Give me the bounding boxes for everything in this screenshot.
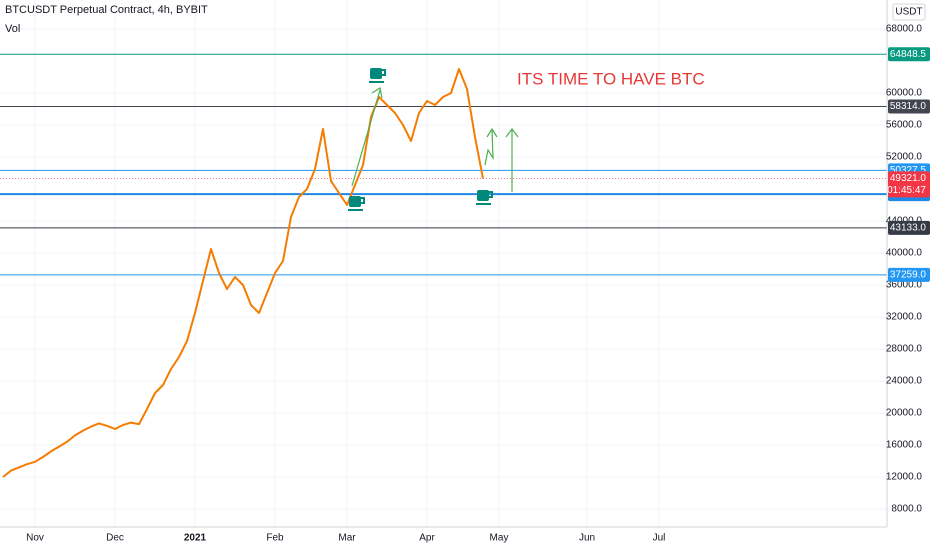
level-label: 64848.5: [890, 49, 927, 60]
countdown-label: 01:45:47: [887, 185, 926, 196]
arrow-zigzag: [484, 129, 494, 166]
currency-box: [892, 3, 926, 21]
arrow-head: [371, 87, 383, 99]
chart-title: BTCUSDT Perpetual Contract, 4h, BYBIT: [5, 4, 208, 16]
level-label-box: [888, 47, 930, 62]
arrows: [351, 87, 519, 192]
arrow-up: [351, 89, 381, 187]
cup-icons: [348, 68, 493, 211]
y-tick-label: 28000.0: [886, 344, 923, 355]
cup-icon: [369, 68, 386, 83]
level-label: 43133.0: [890, 223, 927, 234]
currency-label: USDT: [895, 7, 922, 18]
annotation: ITS TIME TO HAVE BTC: [517, 69, 705, 88]
y-tick-label: 8000.0: [891, 504, 922, 515]
price-line: [2, 68, 484, 478]
x-tick-label: 2021: [184, 533, 207, 544]
y-tick-label: 12000.0: [886, 472, 923, 483]
x-tick-label: Jul: [653, 533, 666, 544]
current-price-label: 49321.0: [890, 173, 927, 184]
level-label: 50327.5: [890, 165, 927, 176]
cup-icon: [348, 196, 365, 211]
arrow-head: [486, 127, 498, 138]
x-tick-label: Dec: [106, 533, 124, 544]
y-tick-label: 20000.0: [886, 408, 923, 419]
y-tick-label: 32000.0: [886, 312, 923, 323]
cup-icon: [476, 190, 493, 205]
current-price-box: [888, 171, 930, 198]
y-tick-label: 16000.0: [886, 440, 923, 451]
y-tick-label: 40000.0: [886, 248, 923, 259]
x-tick-label: Apr: [419, 533, 435, 544]
x-tick-label: Mar: [338, 533, 356, 544]
level-label-box: [888, 99, 930, 114]
x-tick-label: May: [490, 533, 509, 544]
level-label-box: [888, 267, 930, 282]
x-tick-label: Jun: [579, 533, 595, 544]
y-tick-label: 68000.0: [886, 24, 923, 35]
level-label: 37259.0: [890, 270, 927, 281]
x-tick-label: Feb: [266, 533, 284, 544]
y-tick-label: 24000.0: [886, 376, 923, 387]
arrow-head: [505, 128, 519, 138]
y-tick-label: 56000.0: [886, 120, 923, 131]
level-label-box: [888, 220, 930, 235]
y-tick-label: 36000.0: [886, 280, 923, 291]
x-tick-label: Nov: [26, 533, 44, 544]
subtitle: Vol: [5, 23, 20, 35]
y-tick-label: 60000.0: [886, 88, 923, 99]
level-label: 58314.0: [890, 101, 927, 112]
y-tick-label: 52000.0: [886, 152, 923, 163]
